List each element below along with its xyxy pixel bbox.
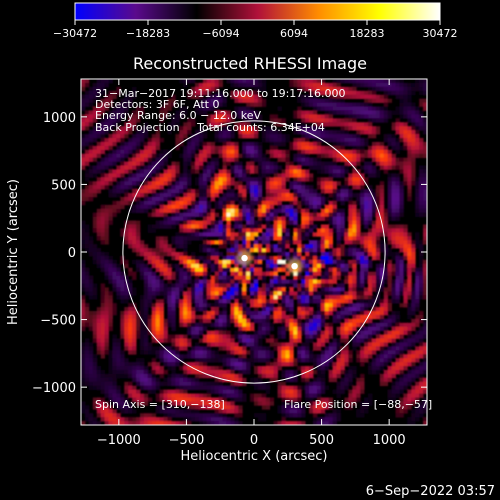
y-tick-label: 0	[68, 246, 76, 261]
x-tick-label: 0	[250, 433, 258, 448]
timestamp: 6−Sep−2022 03:57	[366, 484, 495, 499]
solar-limb-circle	[122, 120, 386, 384]
info-line-energy: Energy Range: 6.0 − 12.0 keV	[95, 109, 262, 122]
chart-title: Reconstructed RHESSI Image	[133, 54, 367, 73]
heatmap	[81, 79, 427, 425]
x-axis: −1000 −500 0 500 1000	[97, 79, 406, 448]
info-block: 31−Mar−2017 19:11:16.000 to 19:17:16.000…	[95, 87, 346, 134]
info-line-detectors: Detectors: 3F 6F, Att 0	[95, 98, 219, 111]
y-tick-label: −500	[40, 314, 76, 329]
colorbar-tick-label: 18283	[349, 27, 384, 40]
spin-axis-label: Spin Axis = [310,−138]	[95, 398, 225, 411]
colorbar-tick-label: 30472	[423, 27, 458, 40]
colorbar-tick-label: 6094	[280, 27, 308, 40]
colorbar-ticks: −30472 −18283 −6094 6094 18283 30472	[53, 20, 458, 40]
info-line-method-counts: Back Projection Total counts: 6.34E+04	[95, 121, 325, 134]
y-axis-label: Heliocentric Y (arcsec)	[6, 179, 21, 325]
x-tick-label: 500	[309, 433, 334, 448]
y-axis: 1000 500 0 −500 −1000	[32, 111, 427, 396]
y-tick-label: −1000	[32, 381, 76, 396]
y-tick-label: 500	[51, 178, 76, 193]
x-tick-label: −500	[169, 433, 205, 448]
colorbar-tick-label: −18283	[126, 27, 170, 40]
y-tick-label: 1000	[43, 111, 76, 126]
flare-position-label: Flare Position = [−88,−57]	[284, 398, 432, 411]
x-tick-label: 1000	[373, 433, 406, 448]
info-line-time: 31−Mar−2017 19:11:16.000 to 19:17:16.000	[95, 87, 346, 100]
colorbar-tick-label: −6094	[202, 27, 239, 40]
colorbar-tick-label: −30472	[53, 27, 97, 40]
bright-source	[241, 254, 248, 262]
x-tick-label: −1000	[97, 433, 141, 448]
x-axis-label: Heliocentric X (arcsec)	[181, 449, 328, 464]
bright-source	[291, 262, 298, 270]
colorbar	[74, 2, 441, 21]
